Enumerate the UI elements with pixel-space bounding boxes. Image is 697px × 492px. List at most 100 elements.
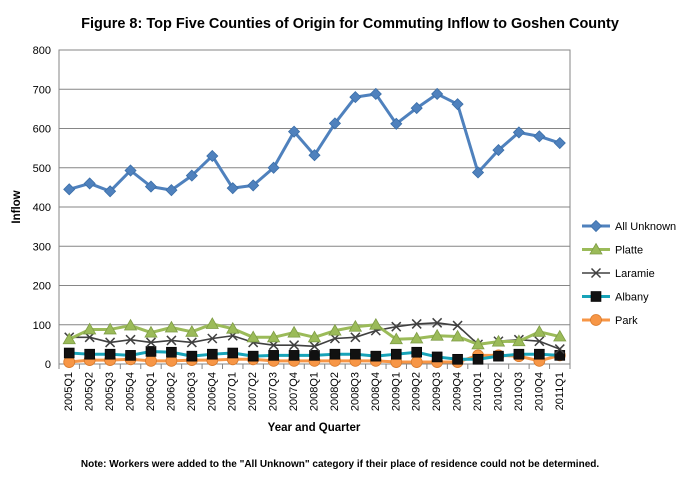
data-point-platte — [62, 332, 76, 345]
data-point-platte — [389, 332, 403, 345]
x-tick-label: 2010Q2 — [492, 372, 504, 411]
data-point-all-unknown — [553, 136, 566, 150]
data-point-laramie — [145, 337, 157, 348]
data-point-laramie — [554, 344, 565, 355]
data-point-platte — [307, 330, 322, 343]
data-point-park — [145, 354, 157, 367]
data-point-albany — [63, 347, 75, 359]
y-tick-label: 800 — [33, 45, 51, 57]
legend-marker — [590, 314, 602, 326]
y-tick-label: 400 — [33, 202, 51, 214]
data-point-platte — [328, 323, 342, 336]
data-point-albany — [472, 353, 484, 365]
x-tick-label: 2009Q4 — [452, 372, 464, 411]
data-point-platte — [164, 320, 179, 333]
legend-item-laramie: Laramie — [582, 267, 655, 280]
x-tick-label: 2008Q1 — [309, 372, 321, 411]
legend-marker — [590, 291, 602, 302]
data-point-platte — [185, 325, 199, 337]
data-point-albany — [513, 348, 525, 360]
data-point-laramie — [289, 340, 300, 351]
data-point-platte — [491, 334, 506, 347]
data-point-laramie — [207, 333, 218, 344]
data-point-all-unknown — [185, 169, 198, 182]
x-tick-label: 2006Q3 — [186, 372, 198, 411]
data-point-platte — [266, 330, 281, 343]
data-point-laramie — [350, 332, 361, 343]
data-point-platte — [471, 337, 485, 350]
data-point-albany — [370, 350, 382, 362]
legend-marker — [590, 267, 602, 279]
series-platte — [62, 317, 567, 350]
data-point-albany — [145, 346, 157, 357]
x-tick-label: 2010Q4 — [533, 372, 545, 411]
data-point-all-unknown — [267, 161, 280, 174]
x-tick-label: 2010Q3 — [513, 372, 525, 411]
legend-item-platte: Platte — [582, 242, 643, 257]
data-point-albany — [207, 348, 218, 360]
legend-marker — [589, 242, 603, 255]
data-point-all-unknown — [431, 87, 444, 101]
data-point-albany — [84, 348, 95, 360]
x-tick-label: 2007Q3 — [268, 372, 280, 411]
data-point-albany — [247, 350, 259, 362]
data-point-albany — [288, 350, 300, 361]
data-point-all-unknown — [533, 130, 546, 143]
x-tick-label: 2005Q2 — [84, 372, 96, 411]
data-point-albany — [390, 348, 402, 360]
legend: All Unknown Platte Laramie Albany Park — [582, 219, 676, 327]
data-point-all-unknown — [410, 102, 423, 115]
data-point-platte — [123, 318, 138, 331]
x-tick-label: 2008Q2 — [329, 372, 341, 411]
legend-label: Platte — [615, 245, 643, 257]
data-point-platte — [226, 321, 240, 334]
data-point-all-unknown — [328, 117, 342, 130]
data-point-albany — [268, 350, 279, 361]
data-point-all-unknown — [144, 180, 158, 193]
data-point-park — [410, 356, 423, 368]
x-tick-label: 2009Q2 — [411, 372, 423, 411]
data-point-all-unknown — [206, 149, 219, 163]
data-point-albany — [452, 353, 463, 365]
data-point-laramie — [105, 337, 116, 348]
data-point-all-unknown — [83, 177, 96, 190]
y-tick-label: 300 — [33, 241, 51, 253]
data-point-all-unknown — [63, 183, 76, 196]
data-point-albany — [431, 351, 443, 363]
data-point-albany — [186, 350, 198, 362]
x-tick-label: 2005Q4 — [125, 372, 137, 411]
data-point-all-unknown — [390, 117, 403, 130]
data-point-platte — [144, 325, 158, 338]
data-point-platte — [287, 325, 301, 338]
legend-item-park: Park — [582, 314, 638, 327]
y-tick-label: 600 — [33, 124, 51, 136]
data-point-laramie — [411, 318, 422, 329]
data-point-laramie — [432, 317, 443, 328]
data-point-laramie — [125, 334, 136, 345]
data-point-albany — [125, 350, 136, 361]
legend-label: Laramie — [615, 268, 655, 280]
x-tick-label: 2008Q4 — [370, 372, 382, 411]
data-point-all-unknown — [369, 87, 382, 101]
data-point-albany — [166, 346, 177, 358]
data-point-albany — [554, 350, 566, 361]
data-point-laramie — [452, 320, 463, 331]
data-point-all-unknown — [226, 182, 239, 195]
x-tick-label: 2009Q1 — [390, 372, 402, 411]
data-point-albany — [227, 347, 239, 359]
y-axis-title: Inflow — [11, 190, 23, 223]
x-tick-label: 2010Q1 — [472, 372, 484, 411]
data-point-platte — [205, 317, 219, 329]
chart-title: Figure 8: Top Five Counties of Origin fo… — [81, 16, 619, 32]
data-point-platte — [553, 329, 567, 342]
y-tick-label: 100 — [33, 320, 51, 332]
data-point-platte — [512, 334, 526, 347]
data-point-platte — [246, 330, 260, 343]
data-point-all-unknown — [492, 144, 505, 157]
y-tick-label: 700 — [33, 84, 51, 96]
data-point-all-unknown — [471, 166, 485, 179]
x-tick-label: 2005Q1 — [63, 372, 75, 411]
data-point-albany — [493, 350, 504, 362]
